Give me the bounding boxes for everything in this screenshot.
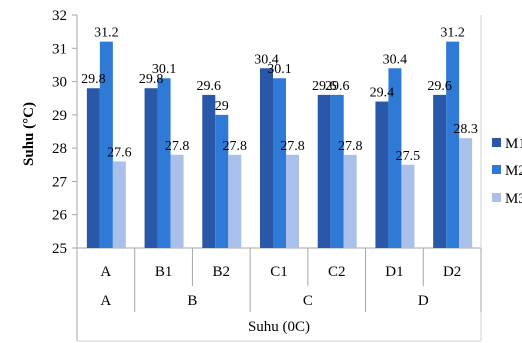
data-label: 29.6	[427, 79, 452, 94]
bar-m1-c2	[317, 94, 331, 248]
group-label: A	[100, 293, 111, 309]
y-tick-label: 28	[52, 141, 67, 157]
category-label: D2	[443, 264, 461, 280]
data-label: 29	[215, 99, 229, 114]
data-label: 29.8	[139, 72, 164, 87]
bar-m1-d1	[375, 101, 389, 249]
data-labels: 29.8 29.8 29.6 30.4 29.6 29.4 29.6 31.2 30.1 29 30…	[81, 26, 478, 164]
bar-m1-a	[86, 88, 100, 248]
group-label: B	[187, 293, 197, 309]
data-label: 29.4	[370, 86, 395, 101]
x-axis: A B1 B2 C1 C2 D1 D2 A B C D	[76, 248, 482, 312]
bar-m3-d1	[401, 164, 415, 248]
bar-m2-b1	[157, 78, 171, 248]
data-label: 29.6	[312, 79, 337, 94]
bar-m1-b2	[202, 94, 216, 248]
data-label: 27.8	[165, 139, 190, 154]
bar-m1-d2	[433, 94, 447, 248]
y-tick-label: 31	[52, 41, 67, 57]
group-label: C	[303, 293, 313, 309]
y-tick-label: 25	[52, 241, 67, 257]
legend-swatch-m3	[492, 193, 501, 202]
category-label: B2	[213, 264, 231, 280]
data-label: 29.8	[81, 72, 106, 87]
category-label: D1	[385, 264, 403, 280]
legend: M1 M2 M3	[492, 136, 522, 207]
data-label: 30.1	[152, 62, 177, 77]
category-label: C2	[328, 264, 346, 280]
bar-m2-d1	[388, 68, 402, 248]
bar-m3-c1	[286, 154, 299, 248]
bar-m3-b2	[228, 154, 242, 248]
category-label: A	[100, 264, 111, 280]
bar-m3-b1	[170, 154, 184, 248]
y-axis-title: Suhu (°C)	[21, 102, 37, 166]
data-label: 27.5	[396, 149, 421, 164]
data-label: 31.2	[94, 26, 119, 41]
y-tick-label: 27	[52, 174, 68, 190]
bar-m2-d2	[446, 41, 460, 248]
legend-swatch-m2	[492, 165, 501, 174]
bar-m3-c2	[343, 154, 357, 248]
y-axis-ticks: 25 26 27 28 29 30 31 32	[52, 8, 77, 257]
legend-label: M2	[505, 163, 522, 179]
data-label: 28.3	[453, 122, 478, 137]
data-label: 30.4	[383, 52, 408, 67]
bar-m2-b2	[215, 114, 229, 248]
data-label: 30.1	[267, 62, 292, 77]
bar-m2-c2	[330, 94, 344, 248]
bar-m1-c1	[260, 68, 273, 248]
data-label: 27.8	[280, 139, 305, 154]
bar-m3-a	[112, 161, 126, 248]
legend-swatch-m1	[492, 138, 501, 147]
category-label: B1	[155, 264, 173, 280]
data-label: 27.8	[223, 139, 248, 154]
legend-label: M1	[505, 136, 522, 152]
data-label: 29.6	[325, 79, 350, 94]
category-label: C1	[270, 264, 288, 280]
y-tick-label: 32	[52, 8, 67, 24]
bar-m3-d2	[459, 138, 473, 248]
bar-m2-c1	[273, 78, 286, 248]
data-label: 30.4	[254, 52, 279, 67]
group-label: D	[418, 293, 429, 309]
bars	[86, 41, 473, 249]
legend-label: M3	[505, 191, 522, 207]
y-tick-label: 26	[52, 208, 68, 224]
data-label: 27.8	[338, 139, 363, 154]
x-axis-title: Suhu (0C)	[248, 319, 310, 335]
bar-m1-b1	[144, 88, 158, 248]
data-label: 29.6	[197, 79, 222, 94]
bar-m2-a	[99, 41, 113, 248]
data-label: 31.2	[440, 26, 465, 41]
y-tick-label: 29	[52, 108, 67, 124]
data-label: 27.6	[107, 145, 132, 160]
y-tick-label: 30	[52, 75, 67, 91]
